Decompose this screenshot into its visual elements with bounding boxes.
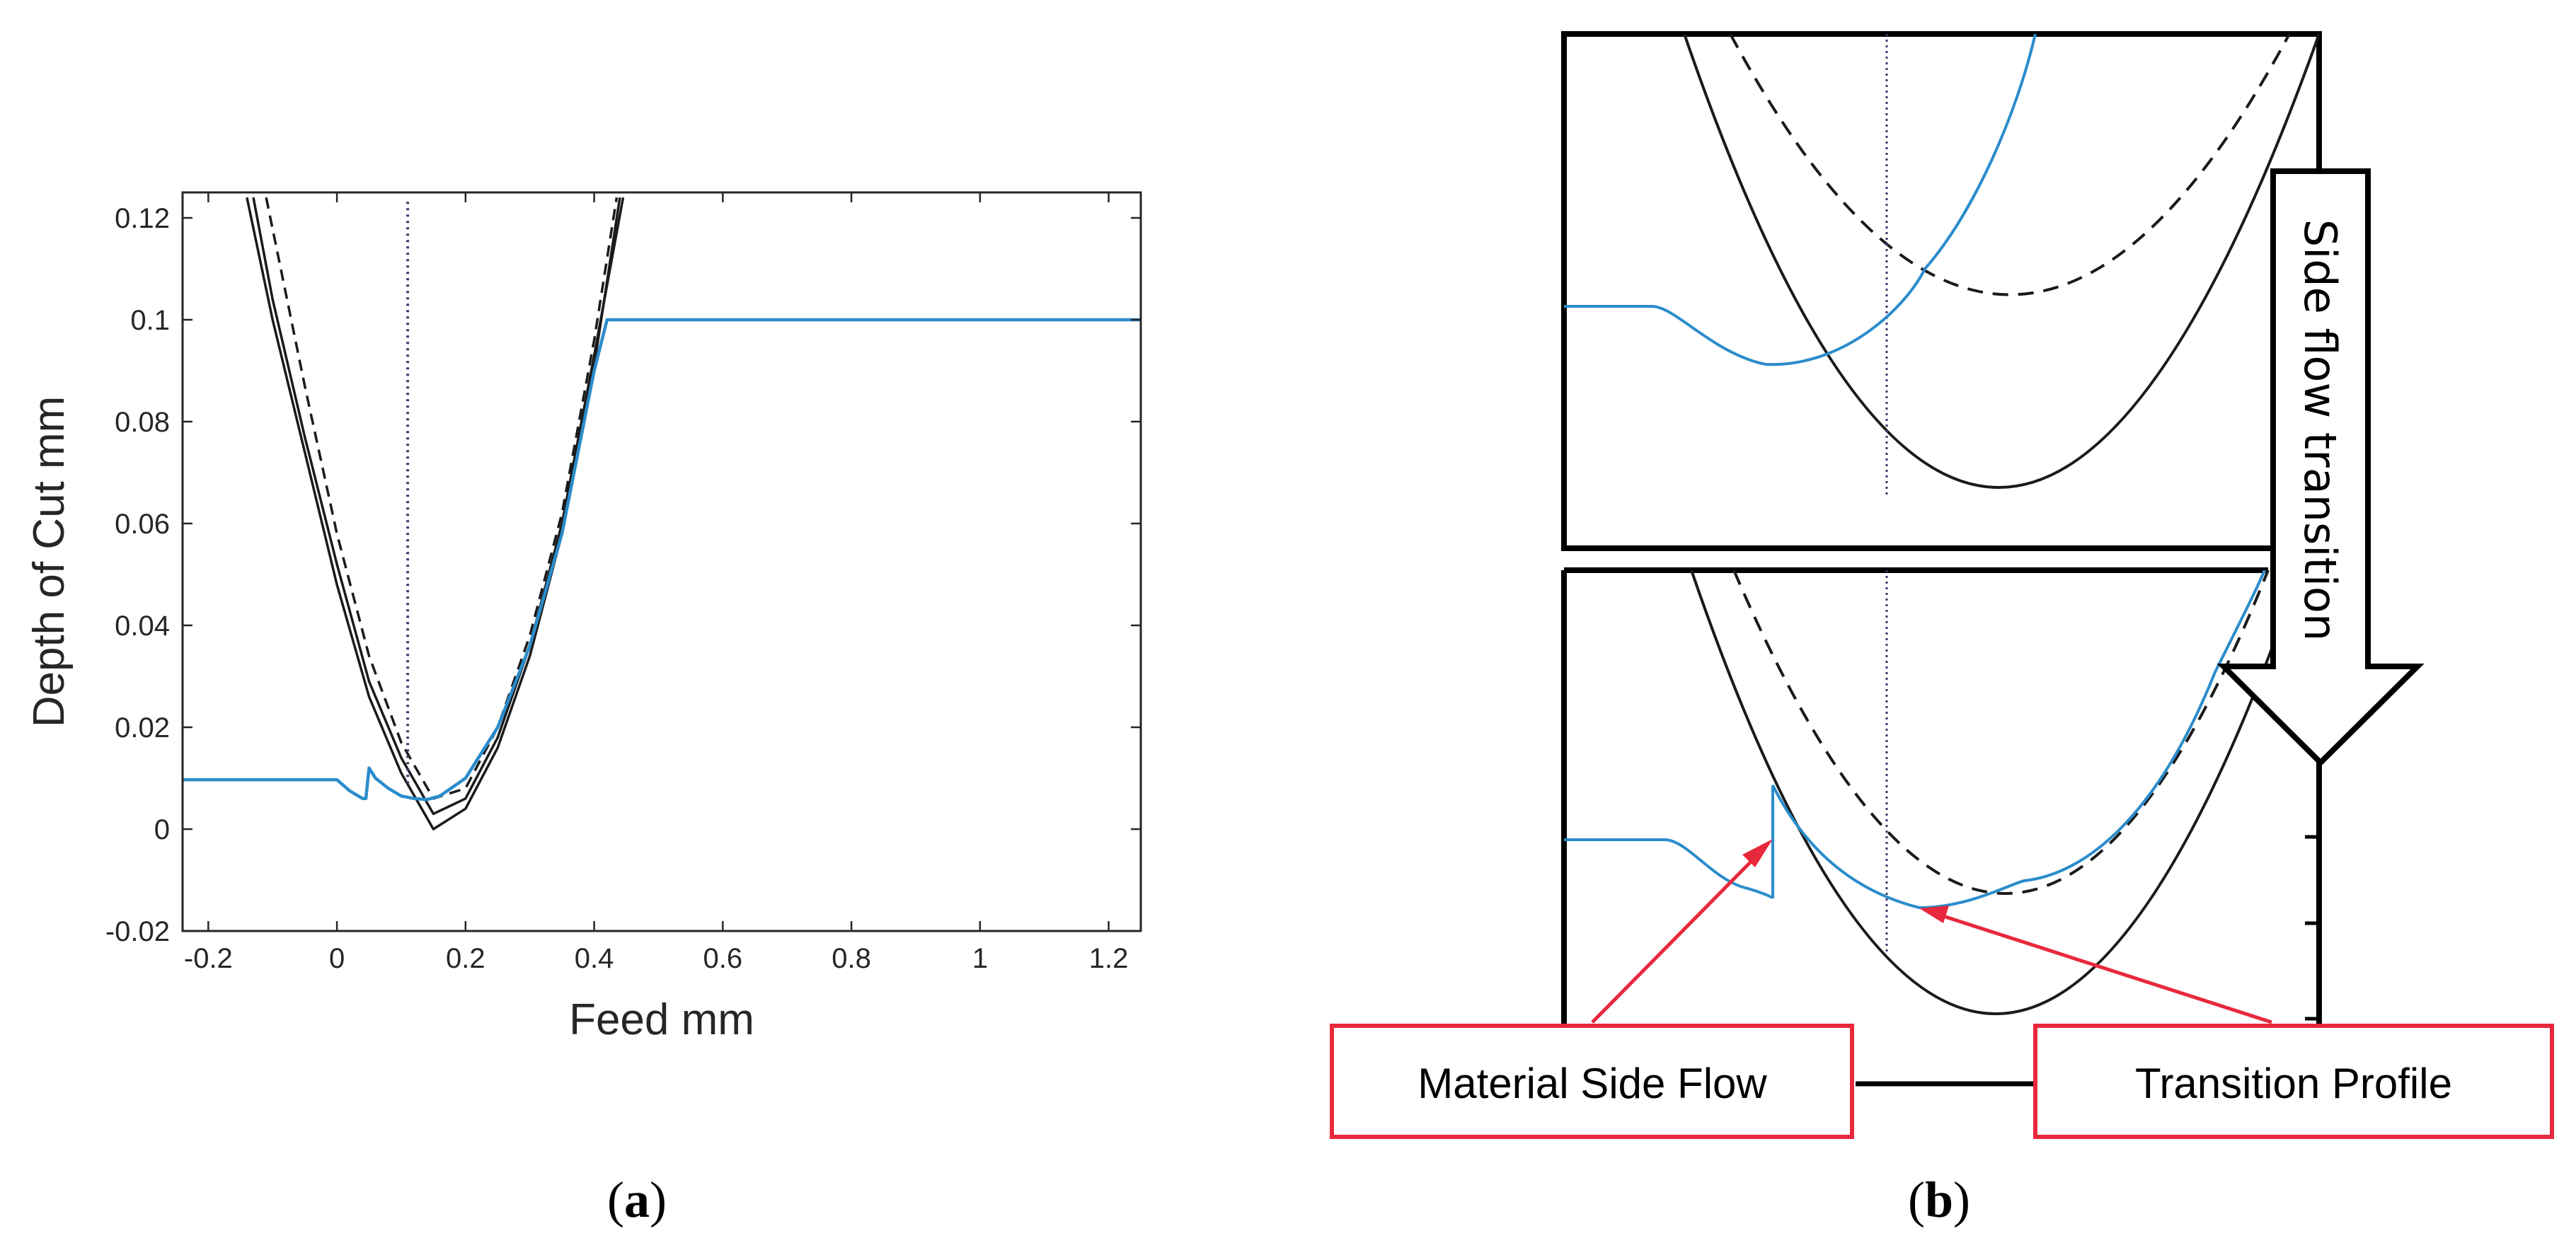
y-tick-label: 0.12 xyxy=(115,203,170,234)
side-flow-arrow-label: Side flow transition xyxy=(2294,219,2346,642)
top-frame-curves xyxy=(1564,34,2319,495)
chart-a-ticks: -0.2 0 0.2 0.4 0.6 0.8 1 1.2 -0.02 0 0.02 0.04 0.06 0… xyxy=(105,192,1141,974)
x-tick-label: 1.2 xyxy=(1089,943,1129,974)
series-1-solid-black xyxy=(252,197,625,816)
chart-a-plot-area xyxy=(183,197,1141,831)
diagram-b: Side flow transition Material Side Flow … xyxy=(1330,31,2554,1228)
transition-profile-bottom xyxy=(1564,570,2266,910)
x-tick-label: 1 xyxy=(972,943,988,974)
panel-b-label: (b) xyxy=(1908,1172,1970,1228)
tool-profile-outer-lower xyxy=(1690,570,2301,1015)
callout-transition-profile xyxy=(2033,1024,2554,1139)
y-tick-label: 0 xyxy=(154,814,170,845)
y-tick-label: 0.02 xyxy=(115,712,170,744)
y-tick-label: 0.06 xyxy=(115,509,170,540)
x-tick-label: -0.2 xyxy=(184,943,233,974)
x-tick-label: 0.8 xyxy=(832,943,871,974)
chart-a: -0.2 0 0.2 0.4 0.6 0.8 1 1.2 -0.02 0 0.02 0.04 0.06 0… xyxy=(25,191,1142,1228)
x-axis-label: Feed mm xyxy=(569,995,754,1044)
series-4-solid-blue xyxy=(183,318,1141,802)
tool-profile-dashed-lower xyxy=(1732,570,2270,895)
top-frame xyxy=(1561,31,2322,551)
series-2-dashed-black xyxy=(265,197,619,800)
x-tick-label: 0.6 xyxy=(703,943,743,974)
bottom-frame-curves xyxy=(1564,570,2301,1015)
callout-material-side-flow xyxy=(1330,1024,1854,1139)
transition-profile-top xyxy=(1564,34,2037,366)
y-tick-label: 0.1 xyxy=(130,305,170,336)
callout-material-side-flow-text: Material Side Flow xyxy=(1418,1060,1767,1107)
chart-a-axes-box xyxy=(181,191,1142,932)
y-axis-label: Depth of Cut mm xyxy=(25,396,74,728)
callout-transition-profile-text: Transition Profile xyxy=(2135,1060,2452,1107)
x-tick-label: 0 xyxy=(329,943,345,974)
y-tick-label: 0.04 xyxy=(115,611,170,642)
y-tick-label: -0.02 xyxy=(105,916,170,947)
tool-profile-dashed xyxy=(1729,34,2291,296)
pointer-arrow-right xyxy=(1919,906,2272,1024)
bottom-frame-ticks xyxy=(2305,835,2319,1021)
pointer-arrow-left xyxy=(1591,839,1773,1024)
tool-profile-outer xyxy=(1683,34,2319,489)
side-flow-arrow xyxy=(2216,168,2425,767)
x-tick-label: 0.2 xyxy=(446,943,485,974)
panel-a-label: (a) xyxy=(607,1172,667,1228)
x-tick-label: 0.4 xyxy=(575,943,614,974)
y-tick-label: 0.08 xyxy=(115,407,170,438)
